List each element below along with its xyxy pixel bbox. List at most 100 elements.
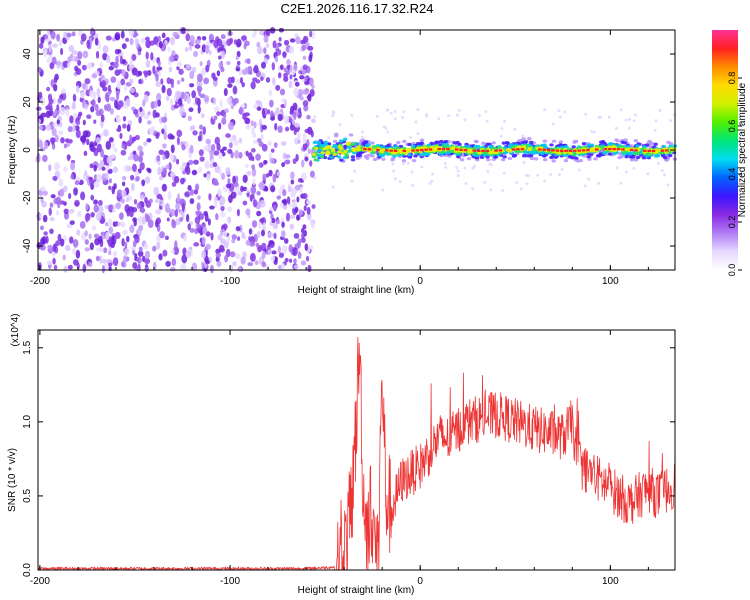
spectrogram-cell xyxy=(332,111,336,115)
snr-y-tick-label: 0.0 xyxy=(22,563,33,577)
spectrogram-cell xyxy=(261,61,266,69)
spectrogram-cell xyxy=(656,161,660,165)
spectrogram-cell xyxy=(114,231,121,239)
spectrogram-cell xyxy=(245,239,251,246)
spectrogram-cell xyxy=(293,232,300,239)
spectrogram-cell xyxy=(227,178,231,185)
spectrogram-cell xyxy=(174,54,179,60)
spectrogram-cell xyxy=(301,44,306,51)
spectrogram-cell xyxy=(223,87,228,97)
spectrogram-cell xyxy=(181,202,186,212)
spectrogram-cell xyxy=(166,77,172,85)
spectrogram-cell xyxy=(71,50,78,56)
spectrogram-cell xyxy=(226,97,232,104)
spectrogram-cell xyxy=(581,149,586,152)
spectrogram-cell xyxy=(437,147,442,151)
spectrogram-cell xyxy=(419,138,425,142)
colorbar-tick-label: 0.8 xyxy=(727,72,737,85)
spectrogram-cell xyxy=(304,156,309,162)
spectrogram-cell xyxy=(81,33,87,42)
spectrogram-cell xyxy=(60,137,65,144)
spectrogram-cell xyxy=(543,179,547,183)
spectrogram-cell xyxy=(94,37,99,46)
spectrogram-cell xyxy=(304,243,309,251)
spectrogram-cell xyxy=(139,194,144,200)
spectrogram-cell xyxy=(68,138,73,144)
spectrogram-cell xyxy=(139,150,144,157)
spectrogram-cell xyxy=(265,43,270,48)
spectrogram-cell xyxy=(130,182,135,192)
spectrogram-cell xyxy=(614,138,619,142)
spectrogram-cell xyxy=(180,177,185,185)
spectrogram-x-axis-label: Height of straight line (km) xyxy=(298,285,415,296)
spectrogram-cell xyxy=(621,148,625,151)
spectrogram-cell xyxy=(188,107,194,113)
spectrogram-cell xyxy=(629,158,635,162)
spectrogram-cell xyxy=(185,250,192,259)
spectrogram-cell xyxy=(95,247,102,252)
spectrogram-cell xyxy=(283,238,289,244)
spectrogram-cell xyxy=(409,135,413,139)
spectrogram-cell xyxy=(607,152,613,156)
spectrogram-cell xyxy=(463,149,468,152)
spectrogram-cell xyxy=(314,146,319,150)
spectrogram-cell xyxy=(162,143,167,149)
spectrogram-cell xyxy=(297,132,301,140)
spectrogram-cell xyxy=(232,175,236,184)
spectrogram-cell xyxy=(59,188,65,197)
spectrogram-cell xyxy=(146,138,152,143)
spectrogram-cell xyxy=(128,28,135,37)
spectrogram-cell xyxy=(309,170,315,178)
spectrogram-cell xyxy=(577,168,581,172)
snr-x-tick-label: 100 xyxy=(602,576,619,587)
spectrogram-cell xyxy=(150,52,154,61)
spectrogram-cell xyxy=(113,61,119,69)
spectrogram-cell xyxy=(72,124,76,133)
spectrogram-cell xyxy=(124,85,128,92)
spectrogram-cell xyxy=(191,90,197,99)
spectrogram-cell xyxy=(282,198,288,206)
spectrogram-cell xyxy=(165,260,171,267)
spectrogram-cell xyxy=(152,245,157,252)
spectrogram-cell xyxy=(48,44,52,53)
spectrogram-cell xyxy=(456,174,460,178)
spectrogram-cell xyxy=(283,72,288,79)
spectrogram-cell xyxy=(289,214,296,219)
spectrogram-cell xyxy=(216,70,221,77)
spectrogram-cell xyxy=(125,97,130,106)
spectrogram-cell xyxy=(527,146,533,151)
spectrogram-cell xyxy=(307,126,313,135)
spectrogram-cell xyxy=(187,115,192,122)
spectrogram-cell xyxy=(162,249,168,257)
spectrogram-cell xyxy=(600,140,606,144)
spectrogram-cell xyxy=(485,149,490,153)
spectrogram-cell xyxy=(136,256,142,264)
spectrogram-cell xyxy=(282,204,288,210)
spectrogram-cell xyxy=(214,136,220,145)
spectrogram-cell xyxy=(171,248,175,254)
spectrogram-cell xyxy=(42,190,48,196)
spectrogram-cell xyxy=(511,148,516,151)
spectrogram-cell xyxy=(189,70,195,80)
spectrogram-cell xyxy=(132,240,137,248)
spectrogram-cell xyxy=(68,44,75,53)
spectrogram-cell xyxy=(653,142,658,146)
snr-y-tick-label: 1.5 xyxy=(22,340,33,354)
spectrogram-cell xyxy=(449,147,454,151)
spectrogram-cell xyxy=(444,165,448,169)
spectrogram-cell xyxy=(628,117,632,121)
spectrogram-cell xyxy=(269,99,274,108)
spectrogram-cell xyxy=(334,132,339,136)
spectrogram-cell xyxy=(113,183,117,190)
snr-x-tick-label: -100 xyxy=(220,576,240,587)
spectrogram-cell xyxy=(500,126,504,130)
spectrogram-cell xyxy=(68,192,72,200)
spectrogram-cell xyxy=(213,181,220,186)
spectrogram-cell xyxy=(634,113,638,117)
spectrogram-cell xyxy=(157,166,162,176)
spectrogram-cell xyxy=(159,175,164,181)
spectrogram-cell xyxy=(180,27,187,35)
spectrogram-cell xyxy=(339,158,344,162)
spectrogram-cell xyxy=(291,188,297,197)
spectrogram-cell xyxy=(189,35,195,45)
